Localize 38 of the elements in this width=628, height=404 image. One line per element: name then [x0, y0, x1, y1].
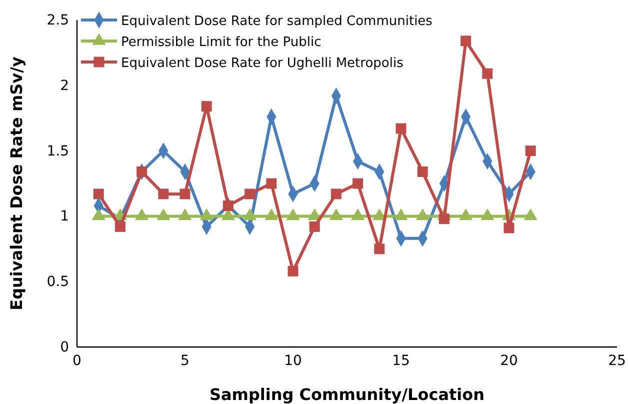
point: [93, 188, 104, 200]
point: [288, 266, 298, 276]
y-tick-label: 1.5: [46, 143, 69, 160]
point: [482, 68, 493, 79]
point: [396, 123, 406, 134]
x-tick-label: 15: [392, 352, 410, 369]
point: [374, 244, 385, 254]
point: [460, 36, 472, 46]
point: [309, 221, 320, 232]
x-tick-label: 25: [608, 352, 626, 369]
x-tick-label: 20: [500, 352, 518, 369]
y-axis-title: Equivalent Dose Rate mSv/y: [7, 56, 26, 310]
point: [417, 166, 428, 177]
y-tick-label: 2.5: [46, 12, 69, 28]
legend-label: Permissible Limit for the Public: [121, 35, 322, 50]
point: [180, 188, 190, 200]
point: [504, 222, 514, 234]
y-tick-label: 2: [60, 78, 69, 94]
x-tick-label: 5: [180, 352, 190, 369]
point: [438, 214, 450, 224]
x-axis-title: Sampling Community/Location: [209, 385, 485, 404]
legend-label: Equivalent Dose Rate for Ughelli Metropolis: [121, 56, 404, 71]
point: [266, 178, 277, 189]
point: [244, 188, 256, 200]
point: [136, 166, 148, 177]
point: [158, 188, 169, 200]
point: [222, 200, 234, 211]
point: [201, 101, 212, 112]
y-tick-label: 0: [60, 339, 69, 356]
point: [352, 178, 364, 189]
legend-label: Equivalent Dose Rate for sampled Communities: [121, 14, 433, 29]
point: [114, 221, 126, 232]
y-tick-label: 1: [60, 208, 69, 225]
y-tick-label: 0.5: [46, 274, 69, 290]
point: [525, 146, 536, 156]
x-tick-label: 0: [72, 352, 82, 369]
x-tick-label: 10: [284, 352, 302, 369]
point: [330, 188, 342, 200]
